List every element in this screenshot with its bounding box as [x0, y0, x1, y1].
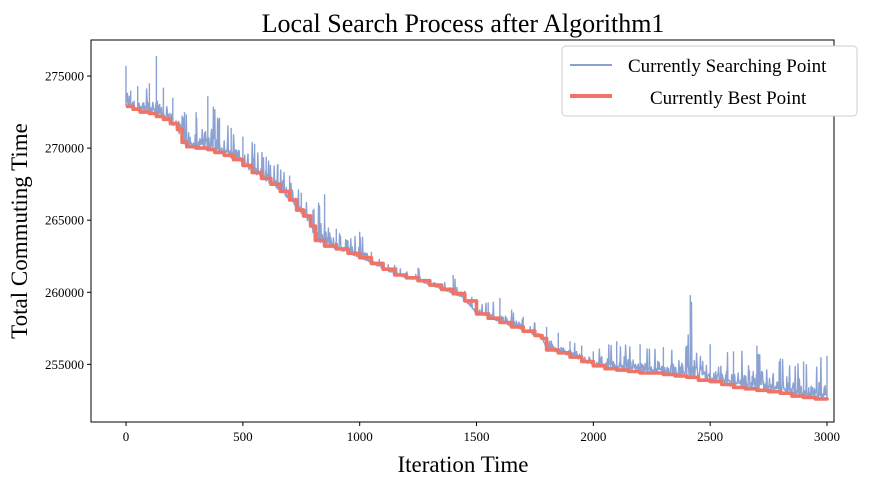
x-tick-label: 2000	[580, 429, 606, 444]
x-tick-label: 500	[233, 429, 253, 444]
x-tick-label: 0	[123, 429, 130, 444]
plot-frame	[90, 39, 835, 423]
x-tick-label: 1000	[347, 429, 373, 444]
x-tick-label: 3000	[814, 429, 840, 444]
y-axis-label: Total Commuting Time	[7, 123, 32, 339]
plot-area	[125, 55, 829, 401]
series-line-best	[126, 104, 829, 401]
y-tick-label: 275000	[45, 69, 84, 84]
x-tick-label: 2500	[697, 429, 723, 444]
y-axis-ticks: 255000 260000 265000 270000 275000	[45, 69, 91, 372]
y-tick-label: 260000	[45, 285, 84, 300]
x-tick-label: 1500	[464, 429, 490, 444]
y-tick-label: 265000	[45, 213, 84, 228]
y-tick-label: 255000	[45, 357, 84, 372]
legend: Currently Searching Point Currently Best…	[561, 45, 858, 117]
chart-title: Local Search Process after Algorithm1	[262, 9, 665, 38]
legend-label-best: Currently Best Point	[650, 88, 807, 109]
series-layer	[125, 55, 829, 401]
legend-box	[561, 45, 858, 117]
x-axis-ticks: 0 500 1000 1500 2000 2500 3000	[123, 422, 840, 444]
x-axis-label: Iteration Time	[398, 452, 529, 477]
legend-label-searching: Currently Searching Point	[628, 56, 827, 77]
y-tick-label: 270000	[45, 141, 84, 156]
